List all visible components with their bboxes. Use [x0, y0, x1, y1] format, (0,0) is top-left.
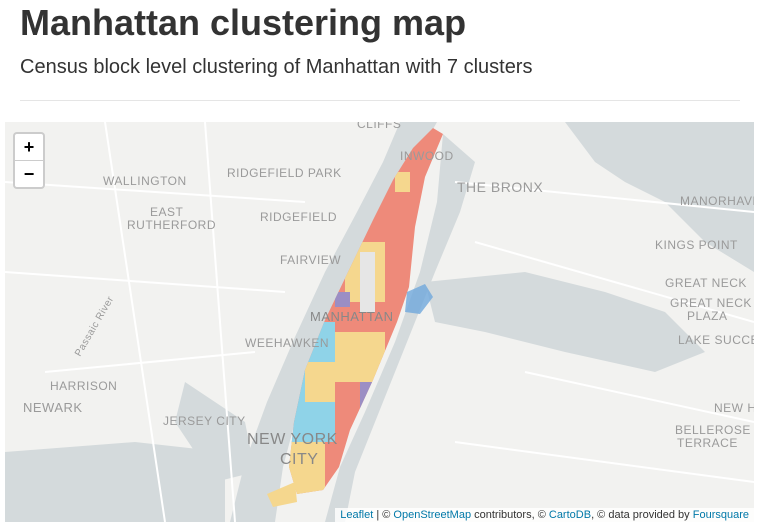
title: Manhattan clustering map	[20, 2, 467, 43]
link[interactable]: CartoDB	[548, 509, 592, 521]
place-label: WEEHAWKEN	[245, 336, 329, 350]
link[interactable]: Foursquare	[692, 509, 749, 521]
water	[5, 122, 754, 522]
place-label: Passaic River	[73, 294, 116, 358]
place-label: MANORHAVEN	[680, 194, 754, 208]
attribution: Leaflet | © OpenStreetMap contributors, …	[335, 508, 754, 522]
map[interactable]: CLIFFS INWOOD WALLINGTON RIDGEFIELD PARK…	[5, 122, 754, 522]
place-label: NEW YORK	[247, 431, 338, 448]
place-label: RIDGEFIELD PARK	[227, 166, 342, 180]
place-label: RUTHERFORD	[127, 218, 216, 232]
place-label: CLIFFS	[357, 122, 401, 131]
island	[267, 482, 297, 507]
place-label: INWOOD	[400, 149, 454, 163]
text: contributors, ©	[471, 509, 549, 521]
roads	[5, 122, 754, 522]
place-label: FAIRVIEW	[280, 253, 341, 267]
place-label: CITY	[280, 451, 318, 468]
place-label: KINGS POINT	[655, 238, 738, 252]
place-label: NEWARK	[23, 400, 83, 415]
place-label: THE BRONX	[457, 179, 543, 195]
place-label: JERSEY CITY	[163, 414, 246, 428]
link[interactable]: Leaflet	[340, 509, 374, 521]
place-label: WALLINGTON	[103, 174, 187, 188]
link[interactable]: OpenStreetMap	[393, 509, 472, 521]
place-label: GREAT NECK	[665, 276, 747, 290]
place-label: LAKE SUCCESS	[678, 333, 754, 347]
text: | ©	[373, 509, 394, 521]
map-tiles: CLIFFS INWOOD WALLINGTON RIDGEFIELD PARK…	[5, 122, 754, 522]
zoom-out[interactable]: −	[23, 164, 35, 184]
place-label: RIDGEFIELD	[260, 210, 337, 224]
island	[405, 284, 433, 314]
place-label: HARRISON	[50, 379, 117, 393]
divider	[20, 100, 740, 101]
place-label: NEW HY	[714, 401, 754, 415]
place-label: EAST	[150, 205, 184, 219]
zoom-in[interactable]: +	[15, 134, 43, 161]
place-label: MANHATTAN	[310, 309, 393, 324]
place-label: PLAZA	[687, 309, 728, 323]
text: , © data provided by	[591, 509, 693, 521]
place-label: BELLEROSE	[675, 423, 751, 437]
zoom-control: + −	[13, 132, 45, 189]
place-label: GREAT NECK	[670, 296, 752, 310]
subtitle: Census block level clustering of Manhatt…	[20, 56, 533, 78]
place-label: TERRACE	[677, 436, 738, 450]
